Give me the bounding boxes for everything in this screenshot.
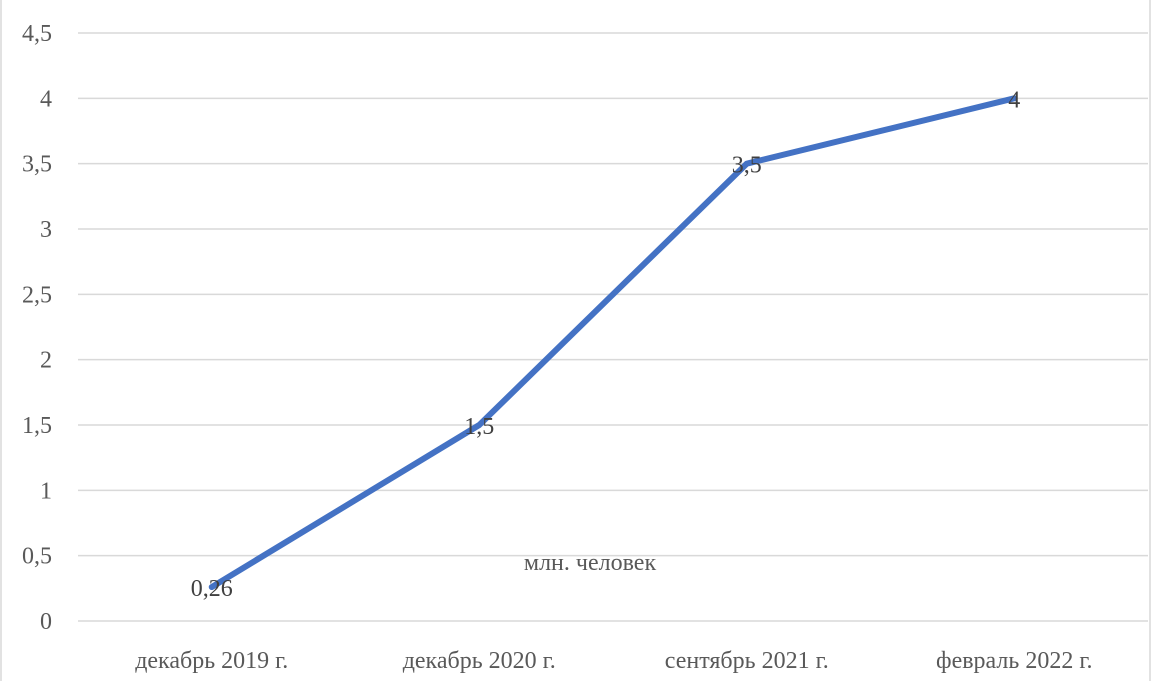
unit-annotation: млн. человек: [524, 550, 657, 576]
x-tick-label: сентябрь 2021 г.: [665, 648, 829, 674]
y-tick-label: 4: [40, 86, 52, 112]
y-axis-ticks: 0 0,5 1 1,5 2 2,5 3 3,5 4 4,5: [22, 21, 52, 635]
y-tick-label: 2: [40, 348, 52, 374]
y-tick-label: 1,5: [22, 413, 52, 439]
data-label: 1,5: [464, 414, 494, 440]
gridlines: [78, 33, 1148, 621]
y-tick-label: 4,5: [22, 21, 52, 47]
series-lines: [212, 98, 1015, 587]
x-tick-label: декабрь 2019 г.: [135, 648, 288, 674]
y-tick-label: 2,5: [22, 282, 52, 308]
y-tick-label: 3,5: [22, 152, 52, 178]
y-tick-label: 3: [40, 217, 52, 243]
data-label: 4: [1008, 87, 1020, 113]
x-axis-ticks: декабрь 2019 г. декабрь 2020 г. сентябрь 2…: [135, 648, 1092, 674]
y-tick-label: 1: [40, 478, 52, 504]
data-label: 3,5: [732, 153, 762, 179]
y-tick-label: 0: [40, 609, 52, 635]
data-label: 0,26: [191, 576, 233, 602]
x-tick-label: февраль 2022 г.: [936, 648, 1092, 674]
x-tick-label: декабрь 2020 г.: [403, 648, 556, 674]
y-tick-label: 0,5: [22, 544, 52, 570]
series-line: [212, 98, 1015, 587]
